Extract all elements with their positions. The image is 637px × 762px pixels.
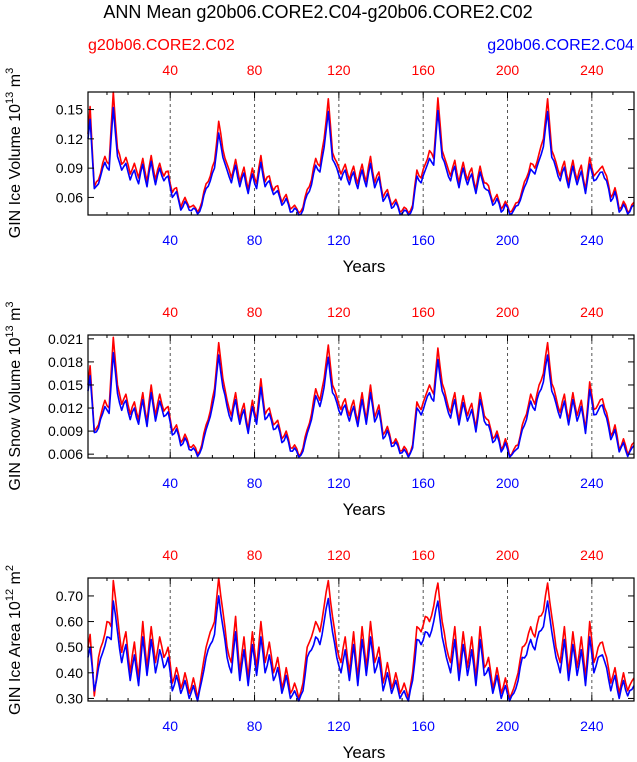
x-tick-label-top: 200 bbox=[496, 62, 520, 78]
x-tick-label-bottom: 120 bbox=[327, 475, 351, 491]
x-tick-label-top: 40 bbox=[162, 62, 178, 78]
y-tick-label: 0.40 bbox=[56, 665, 83, 681]
y-tick-label: 0.009 bbox=[48, 423, 83, 439]
y-tick-label: 0.012 bbox=[48, 400, 83, 416]
panel-3: 40 40 80 80 120 120 160 160 200 200 240 240 0.30 0.40… bbox=[4, 547, 635, 762]
x-tick-label-top: 40 bbox=[162, 304, 178, 320]
x-tick-label-top: 120 bbox=[327, 547, 351, 563]
x-tick-label-top: 40 bbox=[162, 547, 178, 563]
x-tick-label-top: 80 bbox=[247, 62, 263, 78]
x-tick-label-bottom: 120 bbox=[327, 718, 351, 734]
x-tick-label-top: 240 bbox=[580, 304, 604, 320]
y-axis-label-unit-exponent: 3 bbox=[4, 68, 16, 74]
y-axis-label-unit-exponent: 2 bbox=[4, 565, 16, 571]
x-tick-label-top: 240 bbox=[580, 547, 604, 563]
x-tick-label-bottom: 240 bbox=[580, 475, 604, 491]
y-tick-label: 0.15 bbox=[56, 102, 83, 118]
y-tick-label: 0.015 bbox=[48, 377, 83, 393]
panel-2: 40 40 80 80 120 120 160 160 200 200 240 240 0.006 0.0… bbox=[4, 301, 635, 519]
x-tick-label-bottom: 200 bbox=[496, 475, 520, 491]
plot-frame bbox=[87, 577, 635, 702]
figure-title: ANN Mean g20b06.CORE2.C04-g20b06.CORE2.C… bbox=[103, 2, 532, 22]
plot-frame bbox=[87, 91, 635, 216]
x-tick-label-bottom: 120 bbox=[327, 232, 351, 248]
x-tick-label-bottom: 160 bbox=[412, 232, 436, 248]
y-axis-label-main: GIN Snow Volume 10 bbox=[7, 337, 24, 490]
y-tick-label: 0.09 bbox=[56, 160, 83, 176]
x-tick-label-bottom: 240 bbox=[580, 232, 604, 248]
x-axis-label: Years bbox=[343, 743, 386, 762]
x-tick-label-bottom: 160 bbox=[412, 718, 436, 734]
x-tick-label-top: 120 bbox=[327, 304, 351, 320]
y-tick-label: 0.70 bbox=[56, 588, 83, 604]
y-axis-label-unit-exponent: 3 bbox=[4, 301, 16, 307]
y-axis-label: GIN Snow Volume 1013 m3 bbox=[4, 301, 24, 490]
x-tick-label-bottom: 40 bbox=[162, 718, 178, 734]
x-axis-label: Years bbox=[343, 500, 386, 519]
y-axis-label-exponent: 12 bbox=[4, 589, 16, 601]
x-tick-label-top: 200 bbox=[496, 547, 520, 563]
panel-1: 40 40 80 80 120 120 160 160 200 200 240 240 0.06 0.09… bbox=[4, 62, 635, 276]
x-tick-label-top: 80 bbox=[247, 304, 263, 320]
x-tick-label-bottom: 200 bbox=[496, 232, 520, 248]
plot-frame bbox=[87, 334, 635, 459]
series-line-c04 bbox=[87, 351, 635, 458]
y-axis-label-main: GIN Ice Volume 10 bbox=[7, 104, 24, 238]
y-tick-label: 0.06 bbox=[56, 189, 83, 205]
x-tick-label-top: 80 bbox=[247, 547, 263, 563]
y-tick-label: 0.018 bbox=[48, 354, 83, 370]
x-tick-label-top: 200 bbox=[496, 304, 520, 320]
y-tick-label: 0.021 bbox=[48, 331, 83, 347]
y-tick-label: 0.006 bbox=[48, 446, 83, 462]
legend-label-c04: g20b06.CORE2.C04 bbox=[487, 37, 634, 54]
x-tick-label-bottom: 80 bbox=[247, 475, 263, 491]
x-tick-label-bottom: 40 bbox=[162, 232, 178, 248]
series-line-c02 bbox=[87, 577, 635, 700]
y-axis-label-exponent: 13 bbox=[4, 92, 16, 104]
y-tick-label: 0.60 bbox=[56, 614, 83, 630]
x-tick-label-bottom: 80 bbox=[247, 718, 263, 734]
x-tick-label-top: 160 bbox=[412, 547, 436, 563]
x-tick-label-top: 120 bbox=[327, 62, 351, 78]
y-axis-label-unit: m bbox=[7, 308, 24, 326]
y-tick-label: 0.50 bbox=[56, 639, 83, 655]
x-tick-label-bottom: 200 bbox=[496, 718, 520, 734]
x-tick-label-bottom: 160 bbox=[412, 475, 436, 491]
y-axis-label: GIN Ice Area 1012 m2 bbox=[4, 565, 24, 715]
x-tick-label-top: 240 bbox=[580, 62, 604, 78]
legend-label-c02: g20b06.CORE2.C02 bbox=[88, 37, 235, 54]
series-line-c04 bbox=[87, 595, 635, 702]
y-axis-label-unit: m bbox=[7, 571, 24, 589]
x-tick-label-top: 160 bbox=[412, 62, 436, 78]
y-axis-label-unit: m bbox=[7, 74, 24, 92]
y-tick-label: 0.12 bbox=[56, 131, 83, 147]
x-tick-label-bottom: 240 bbox=[580, 718, 604, 734]
series-line-c04 bbox=[87, 106, 635, 216]
y-axis-label-main: GIN Ice Area 10 bbox=[7, 601, 24, 715]
x-tick-label-top: 160 bbox=[412, 304, 436, 320]
y-axis-label-exponent: 13 bbox=[4, 325, 16, 337]
x-axis-label: Years bbox=[343, 257, 386, 276]
x-tick-label-bottom: 40 bbox=[162, 475, 178, 491]
y-axis-label: GIN Ice Volume 1013 m3 bbox=[4, 68, 24, 238]
x-tick-label-bottom: 80 bbox=[247, 232, 263, 248]
panels-group: 404080801201201601602002002402400.060.09… bbox=[4, 62, 635, 762]
y-tick-label: 0.30 bbox=[56, 690, 83, 706]
